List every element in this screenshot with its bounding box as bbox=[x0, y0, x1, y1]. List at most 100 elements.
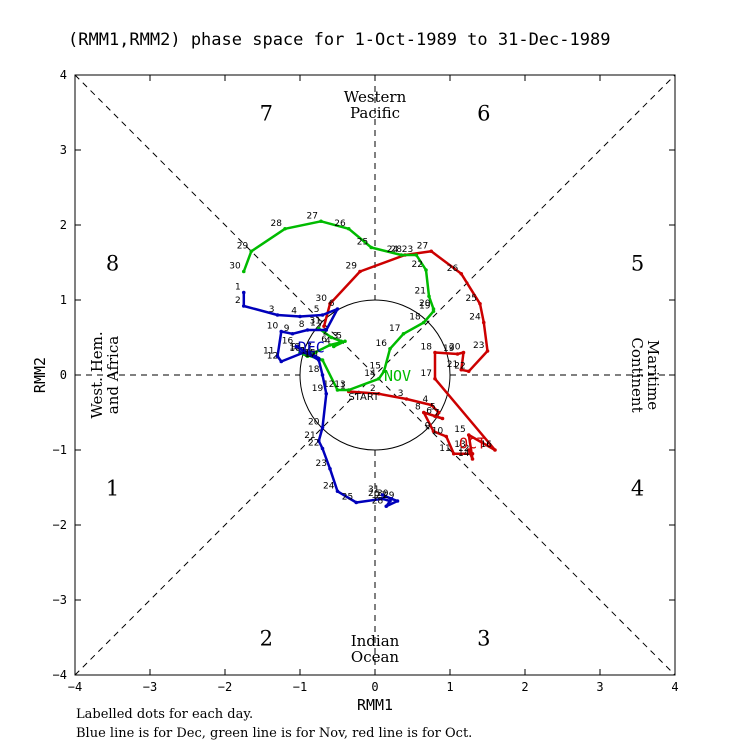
day-label: 19 bbox=[419, 301, 431, 311]
data-point bbox=[313, 354, 317, 359]
y-axis-label: RMM2 bbox=[31, 357, 49, 393]
day-label: 11 bbox=[439, 444, 450, 454]
day-label: 15 bbox=[370, 361, 381, 371]
data-point bbox=[320, 358, 325, 362]
day-label: 12 bbox=[458, 444, 469, 454]
data-point bbox=[328, 301, 332, 306]
day-label: 18 bbox=[409, 313, 421, 323]
x-tick-label: −2 bbox=[218, 680, 232, 694]
data-point bbox=[358, 269, 362, 274]
data-point bbox=[294, 344, 299, 349]
y-tick-label: −2 bbox=[53, 518, 67, 532]
y-tick-label: 0 bbox=[60, 368, 67, 382]
data-point bbox=[433, 414, 437, 419]
day-label: 29 bbox=[346, 262, 358, 272]
y-tick-label: −3 bbox=[53, 593, 67, 607]
day-label: 10 bbox=[267, 322, 279, 332]
data-point bbox=[279, 359, 284, 364]
day-label: 20 bbox=[449, 343, 461, 353]
data-point bbox=[319, 219, 323, 224]
day-label: 26 bbox=[334, 219, 346, 229]
data-point bbox=[241, 269, 246, 274]
day-label: 1 bbox=[235, 283, 241, 293]
data-point bbox=[485, 349, 490, 353]
day-label: 5 bbox=[314, 305, 320, 315]
day-label: 27 bbox=[417, 241, 428, 251]
data-point bbox=[461, 350, 466, 355]
day-label: 22 bbox=[454, 361, 465, 371]
month-label-oct: OCT bbox=[459, 435, 486, 453]
day-label: 22 bbox=[412, 260, 423, 270]
series-line-nov bbox=[242, 220, 435, 392]
y-tick-label: −4 bbox=[53, 668, 67, 682]
y-tick-label: 2 bbox=[60, 218, 67, 232]
data-point bbox=[335, 489, 340, 494]
data-point bbox=[249, 249, 254, 254]
diagonal-guide-line bbox=[74, 74, 676, 676]
data-point bbox=[322, 324, 326, 329]
day-label: 5 bbox=[336, 331, 342, 341]
day-label: 14 bbox=[301, 346, 313, 356]
data-point bbox=[329, 335, 334, 340]
data-point bbox=[459, 271, 464, 276]
day-label: 12 bbox=[323, 380, 334, 390]
data-point bbox=[331, 344, 336, 349]
data-point bbox=[376, 376, 381, 381]
region-label-line: Continent bbox=[628, 337, 646, 412]
day-label: 6 bbox=[329, 299, 335, 309]
data-point bbox=[369, 245, 374, 250]
series-nov: 1234567891011121314151617181920212223242… bbox=[229, 211, 436, 392]
day-label: 4 bbox=[423, 395, 429, 405]
day-label: 7 bbox=[306, 343, 312, 353]
day-label: 2 bbox=[235, 296, 241, 306]
data-point bbox=[444, 434, 449, 439]
x-tick-label: −4 bbox=[68, 680, 82, 694]
phase-number-label: 8 bbox=[106, 252, 119, 276]
data-point bbox=[335, 388, 340, 392]
data-point bbox=[493, 448, 497, 452]
data-point bbox=[440, 416, 445, 421]
series-dec: 1234567891011121314151617181920212223242… bbox=[235, 283, 400, 509]
region-label-line: Maritime bbox=[644, 340, 662, 410]
day-label: 17 bbox=[421, 369, 432, 379]
day-label: 1 bbox=[310, 319, 316, 329]
y-tick-label: 1 bbox=[60, 293, 67, 307]
day-label: 22 bbox=[308, 439, 319, 449]
day-label: 20 bbox=[308, 418, 320, 428]
phase-number-label: 2 bbox=[260, 627, 273, 651]
data-point bbox=[451, 451, 456, 456]
day-label: 16 bbox=[481, 440, 493, 450]
data-point bbox=[401, 331, 406, 336]
data-point bbox=[305, 328, 310, 332]
data-point bbox=[354, 500, 359, 505]
caption-line-2: Blue line is for Dec, green line is for … bbox=[76, 726, 473, 741]
day-label: 4 bbox=[291, 307, 297, 317]
chart-title-text: (RMM1,RMM2) phase space for 1-Oct-1989 t… bbox=[68, 30, 611, 50]
day-label: 2 bbox=[370, 384, 376, 394]
y-tick-label: −1 bbox=[53, 443, 67, 457]
data-point bbox=[320, 313, 325, 317]
data-point bbox=[241, 290, 246, 295]
series-line-oct bbox=[322, 250, 497, 461]
data-point bbox=[346, 388, 351, 392]
caption-line-1: Labelled dots for each day. bbox=[76, 707, 254, 722]
day-label: 14 bbox=[364, 369, 376, 379]
day-label: 16 bbox=[376, 339, 388, 349]
data-point bbox=[395, 499, 400, 503]
day-label: 1 bbox=[340, 382, 346, 392]
day-label: 23 bbox=[402, 245, 413, 255]
data-point bbox=[298, 314, 302, 319]
data-point bbox=[275, 313, 280, 317]
data-point bbox=[421, 410, 426, 415]
day-label: 23 bbox=[316, 459, 327, 469]
day-label: 24 bbox=[469, 313, 481, 323]
x-tick-label: 1 bbox=[446, 680, 453, 694]
day-label: 25 bbox=[466, 294, 477, 304]
x-tick-label: 3 bbox=[596, 680, 603, 694]
day-label: 20 bbox=[419, 299, 431, 309]
data-point bbox=[429, 249, 434, 254]
day-label: 7 bbox=[318, 320, 324, 330]
phase-number-label: 5 bbox=[631, 252, 644, 276]
data-point bbox=[455, 352, 460, 356]
